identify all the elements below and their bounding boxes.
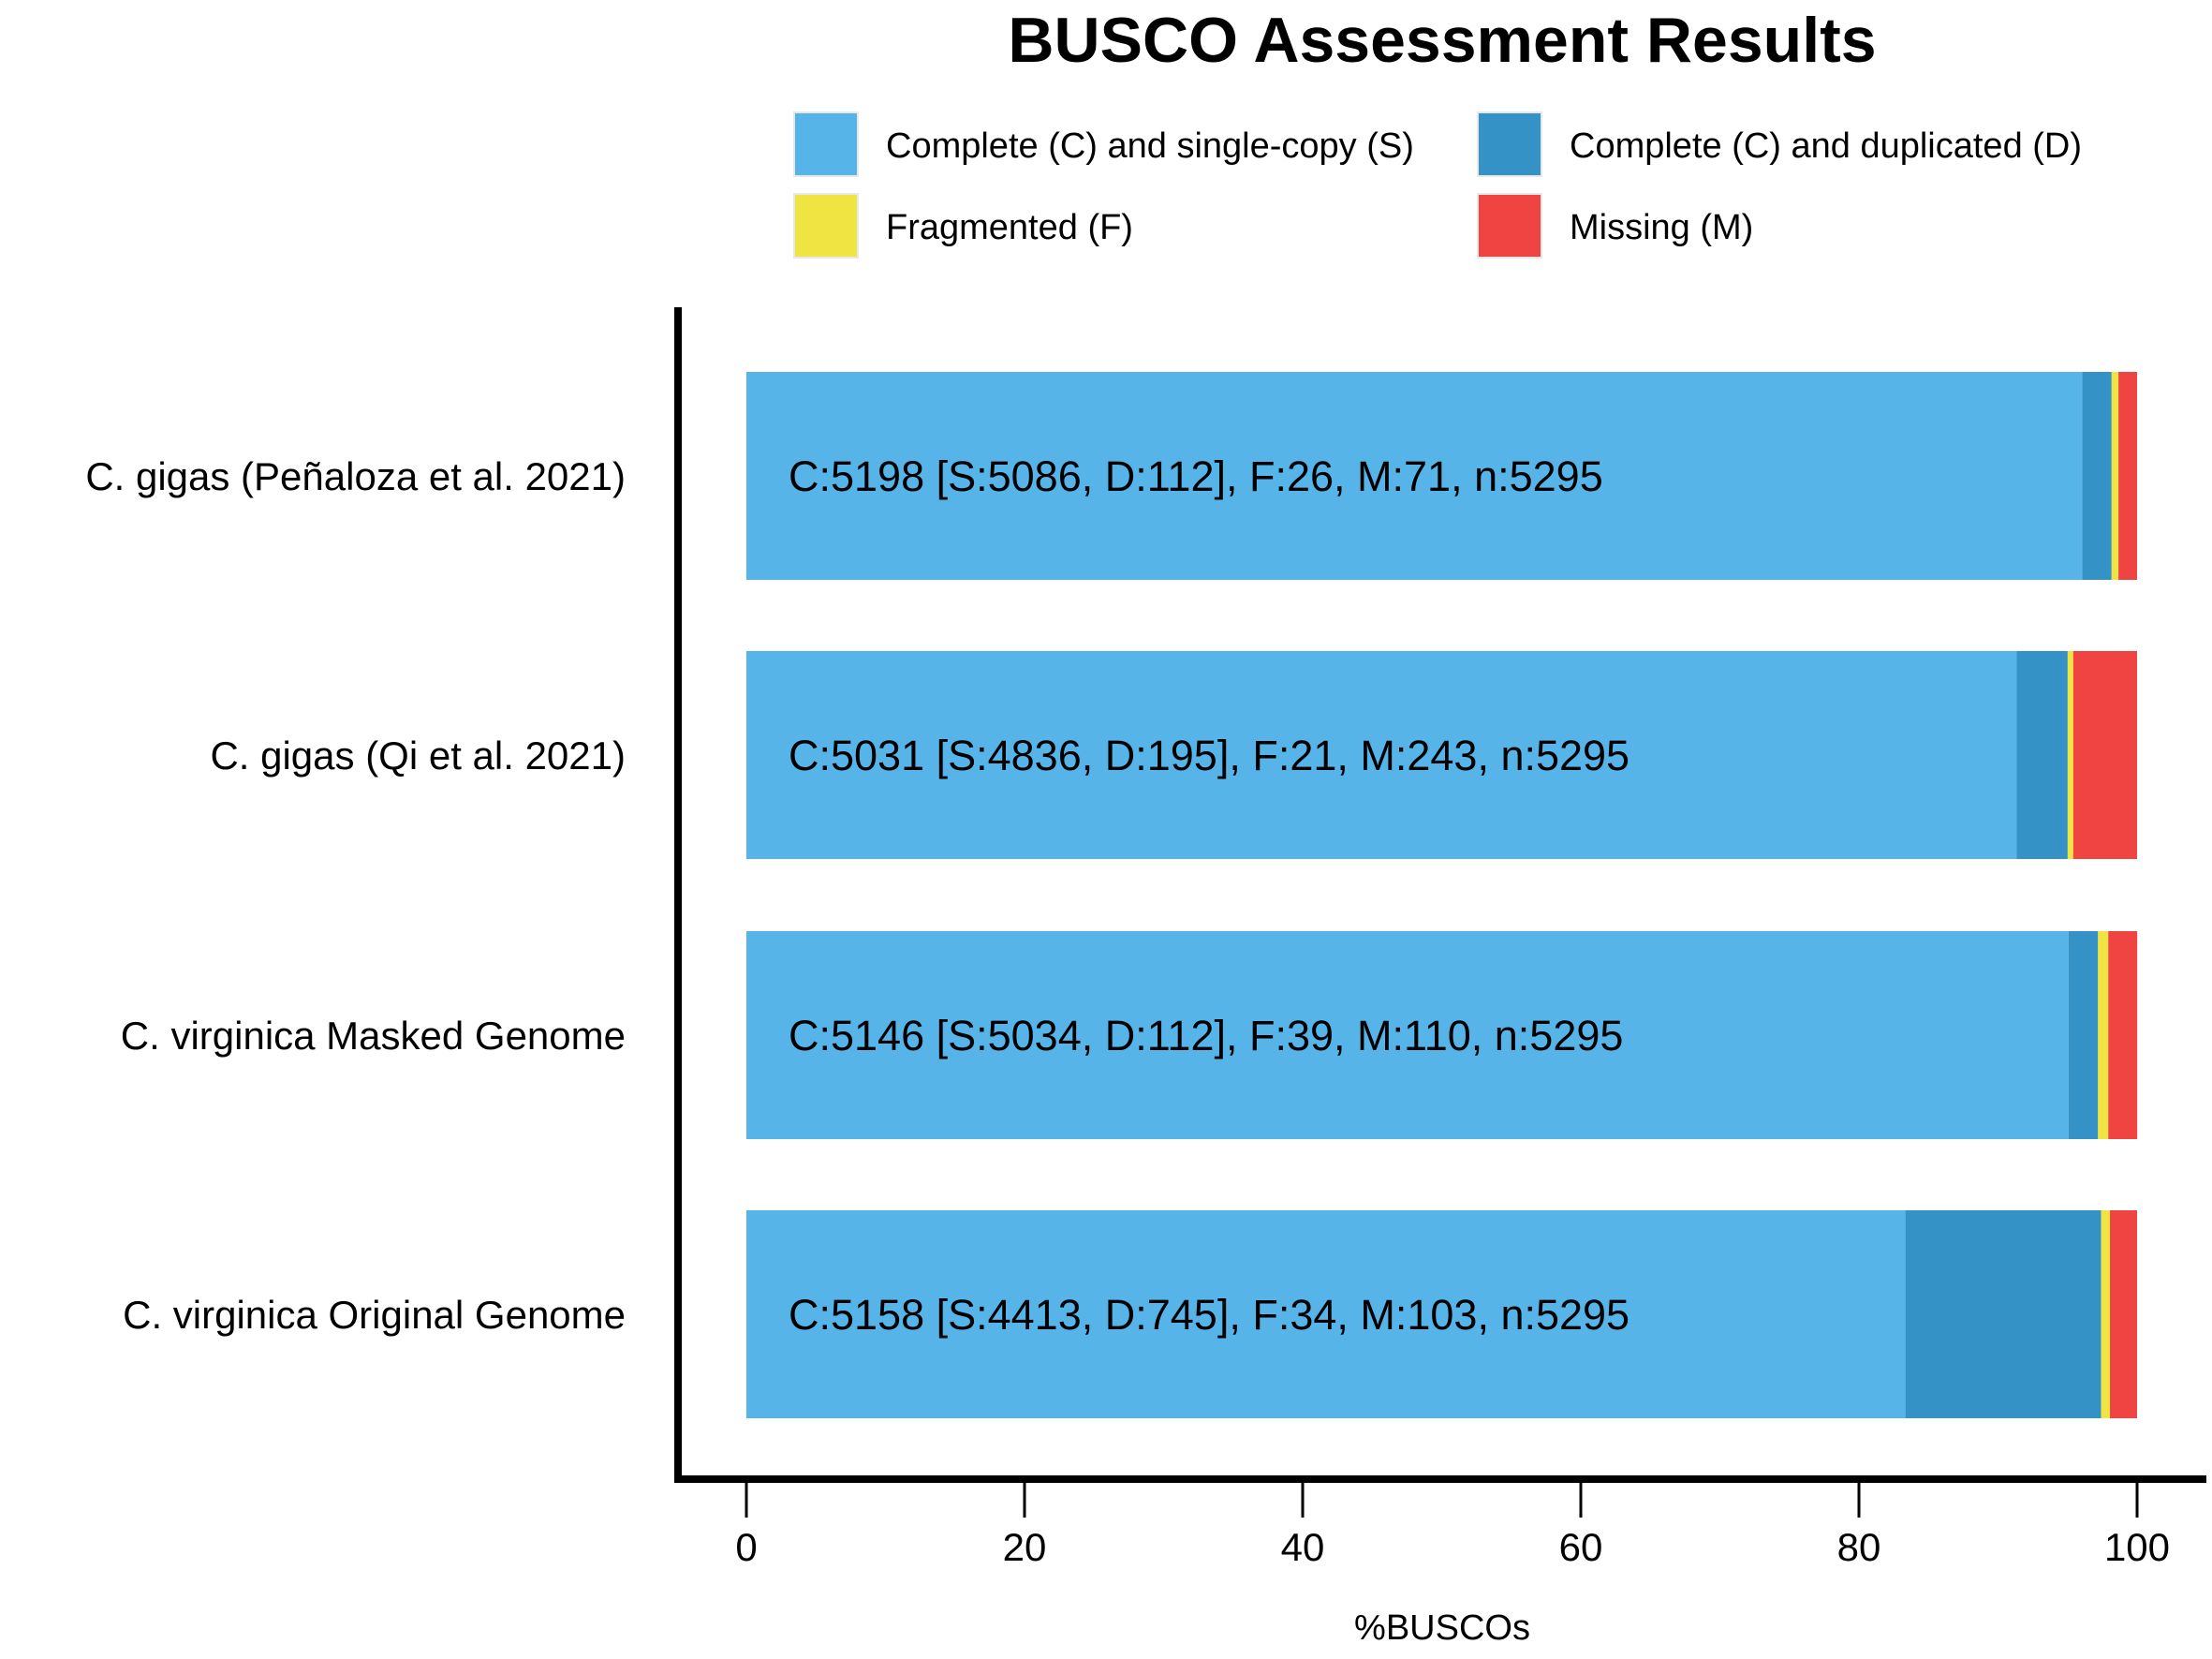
bar-segment-2-1: [746, 651, 2017, 859]
bar-segment-2-2: [2016, 651, 2068, 859]
bar-value-label-2: C:5031 [S:4836, D:195], F:21, M:243, n:5…: [789, 732, 1630, 779]
x-axis-ticks: 0 20 40 60 80 100: [735, 1483, 2170, 1569]
bar-segment-3-2: [2068, 931, 2099, 1139]
bar-value-label-3: C:5146 [S:5034, D:112], F:39, M:110, n:5…: [789, 1012, 1623, 1059]
bar-segment-1-4: [2118, 372, 2137, 580]
bar-segment-1-2: [2082, 372, 2112, 580]
x-tick-label-80: 80: [1837, 1525, 1881, 1569]
x-tick-label-20: 20: [1003, 1525, 1047, 1569]
bar-segment-1-1: [746, 372, 2083, 580]
x-tick-label-0: 0: [735, 1525, 757, 1569]
category-label-2: C. gigas (Qi et al. 2021): [210, 733, 626, 778]
bar-segment-3-4: [2108, 931, 2138, 1139]
legend-label-3: Fragmented (F): [886, 208, 1133, 247]
bar-segment-2-3: [2067, 651, 2073, 859]
bar-segment-4-3: [2101, 1210, 2111, 1418]
category-label-4: C. virginica Original Genome: [123, 1293, 626, 1337]
legend-swatch-1: [793, 111, 859, 177]
bar-segment-2-4: [2072, 651, 2137, 859]
bar-segment-4-1: [746, 1210, 1906, 1418]
legend-swatch-2: [1477, 111, 1542, 177]
bar-segment-3-3: [2098, 931, 2109, 1139]
bar-value-label-4: C:5158 [S:4413, D:745], F:34, M:103, n:5…: [789, 1291, 1630, 1339]
bars-group: [746, 372, 2138, 1418]
legend-swatch-3: [793, 193, 859, 259]
bar-segment-4-4: [2110, 1210, 2137, 1418]
bar-segment-3-1: [746, 931, 2069, 1139]
legend-label-1: Complete (C) and single-copy (S): [886, 126, 1414, 166]
bar-value-labels: C:5198 [S:5086, D:112], F:26, M:71, n:52…: [789, 452, 1630, 1339]
x-axis-title: %BUSCOs: [1354, 1608, 1530, 1648]
legend-label-2: Complete (C) and duplicated (D): [1570, 126, 2082, 166]
category-label-1: C. gigas (Peñaloza et al. 2021): [85, 454, 626, 498]
x-tick-label-60: 60: [1559, 1525, 1603, 1569]
x-tick-label-40: 40: [1281, 1525, 1325, 1569]
category-labels: C. gigas (Peñaloza et al. 2021) C. gigas …: [85, 454, 626, 1337]
bar-segment-4-2: [1905, 1210, 2101, 1418]
x-tick-label-100: 100: [2104, 1525, 2170, 1569]
legend-swatch-4: [1477, 193, 1542, 259]
chart-title: BUSCO Assessment Results: [1008, 5, 1876, 76]
bar-segment-1-3: [2111, 372, 2119, 580]
legend: Complete (C) and single-copy (S) Complete…: [793, 111, 2082, 259]
bar-value-label-1: C:5198 [S:5086, D:112], F:26, M:71, n:52…: [789, 452, 1603, 500]
legend-label-4: Missing (M): [1570, 208, 1753, 247]
category-label-3: C. virginica Masked Genome: [121, 1014, 626, 1058]
